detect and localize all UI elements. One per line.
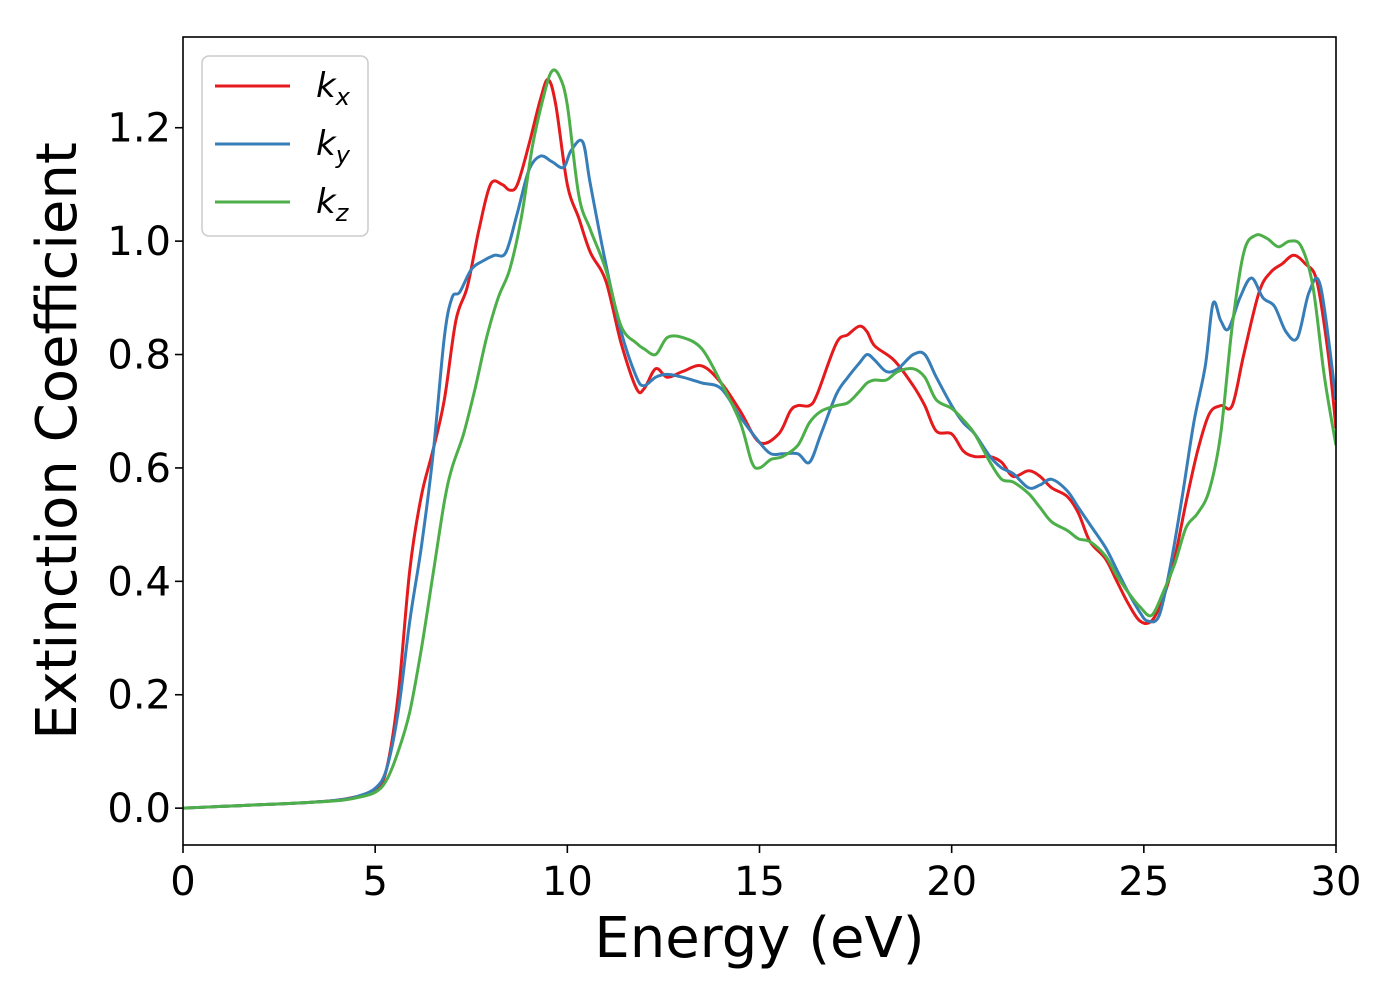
series-line-kx (183, 78, 1336, 810)
x-tick-label: 10 (542, 859, 593, 905)
legend-box (201, 55, 369, 237)
x-axis-label: Energy (eV) (594, 906, 924, 971)
x-tick-label: 30 (1311, 859, 1362, 905)
x-tick-label: 5 (362, 859, 387, 905)
series-line-kz (183, 68, 1336, 810)
legend-entry-kz: kz (215, 182, 350, 227)
y-tick-label: 1.2 (107, 106, 171, 152)
y-tick-label: 1.0 (107, 219, 171, 265)
y-tick-label: 0.6 (107, 446, 171, 492)
y-tick-label: 0.0 (107, 786, 171, 832)
x-tick-label: 15 (734, 859, 785, 905)
legend-label: kz (316, 182, 350, 227)
series-layer (183, 68, 1336, 810)
x-tick-label: 25 (1118, 859, 1169, 905)
x-axis-ticks: 0 5 10 15 20 25 30 (170, 845, 1361, 905)
series-line-ky (183, 138, 1336, 810)
y-axis-label: Extinction Coefficient (25, 142, 90, 740)
x-tick-label: 20 (926, 859, 977, 905)
y-tick-label: 0.8 (107, 333, 171, 379)
y-tick-label: 0.4 (107, 559, 171, 605)
y-axis-ticks: 0.0 0.2 0.4 0.6 0.8 1.0 1.2 (107, 106, 183, 832)
y-tick-label: 0.2 (107, 673, 171, 719)
x-tick-label: 0 (170, 859, 195, 905)
